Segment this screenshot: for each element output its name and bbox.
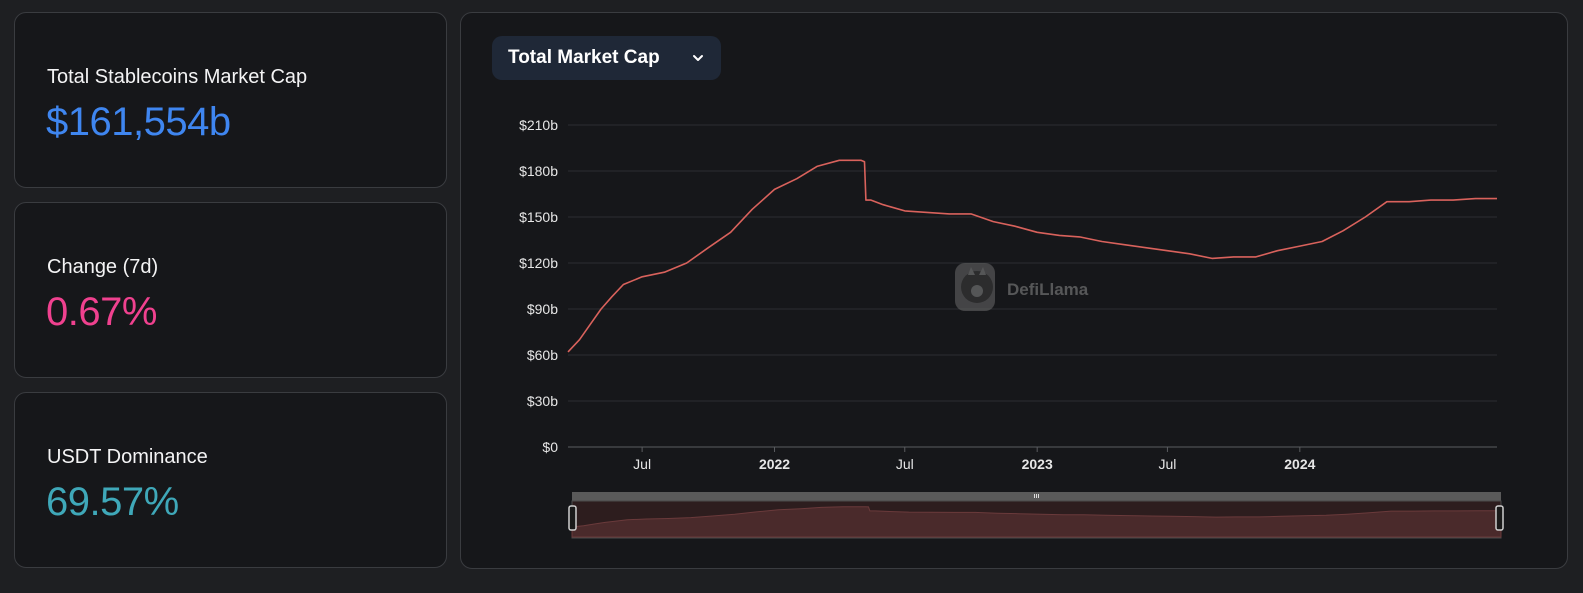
y-tick-label: $30b bbox=[527, 393, 558, 409]
x-tick-label: Jul bbox=[1158, 456, 1176, 472]
y-axis: $0 $30b $60b $90b $120b $150b $180b $210b bbox=[519, 117, 558, 455]
chart-grid bbox=[568, 124, 1497, 448]
range-slider-grip-icon bbox=[1034, 494, 1039, 498]
y-tick-label: $150b bbox=[519, 209, 558, 225]
stat-card-change-7d: Change (7d) 0.67% bbox=[14, 202, 447, 378]
x-tick-label: 2023 bbox=[1022, 456, 1053, 472]
chart-type-dropdown-label: Total Market Cap bbox=[508, 47, 660, 68]
range-slider-mini-area bbox=[571, 506, 1502, 538]
y-tick-label: $180b bbox=[519, 163, 558, 179]
x-tick-label: Jul bbox=[633, 456, 651, 472]
y-tick-label: $120b bbox=[519, 255, 558, 271]
series-line-market-cap bbox=[567, 159, 1497, 353]
x-axis: Jul 2022 Jul 2023 Jul 2024 bbox=[633, 447, 1316, 472]
chart-panel: Total Market Cap $0 $30b $60b $90b $120b $150… bbox=[460, 12, 1568, 569]
stat-label-change-7d: Change (7d) bbox=[47, 256, 159, 278]
x-tick-label: 2022 bbox=[759, 456, 790, 472]
y-tick-label: $90b bbox=[527, 301, 558, 317]
chevron-down-icon bbox=[693, 55, 703, 61]
stat-card-market-cap: Total Stablecoins Market Cap $161,554b bbox=[14, 12, 447, 188]
stat-value-usdt-dominance: 69.57% bbox=[46, 480, 179, 524]
y-tick-label: $0 bbox=[542, 439, 558, 455]
market-cap-chart[interactable]: $0 $30b $60b $90b $120b $150b $180b $210b Jul 20… bbox=[461, 13, 1569, 570]
stat-label-usdt-dominance: USDT Dominance bbox=[47, 446, 208, 468]
stat-card-usdt-dominance: USDT Dominance 69.57% bbox=[14, 392, 447, 568]
range-slider-left-handle[interactable] bbox=[568, 505, 577, 531]
x-tick-label: Jul bbox=[896, 456, 914, 472]
defillama-watermark: DefiLlama bbox=[955, 263, 1089, 311]
llama-logo-icon bbox=[955, 263, 995, 311]
range-slider[interactable] bbox=[568, 492, 1504, 539]
stat-value-change-7d: 0.67% bbox=[46, 290, 157, 334]
chart-type-dropdown[interactable]: Total Market Cap bbox=[492, 36, 721, 80]
range-slider-right-handle[interactable] bbox=[1495, 505, 1504, 531]
y-tick-label: $210b bbox=[519, 117, 558, 133]
y-tick-label: $60b bbox=[527, 347, 558, 363]
stat-label-market-cap: Total Stablecoins Market Cap bbox=[47, 66, 308, 88]
x-tick-label: 2024 bbox=[1284, 456, 1315, 472]
watermark-text: DefiLlama bbox=[1007, 280, 1089, 299]
stat-value-market-cap: $161,554b bbox=[46, 100, 231, 144]
